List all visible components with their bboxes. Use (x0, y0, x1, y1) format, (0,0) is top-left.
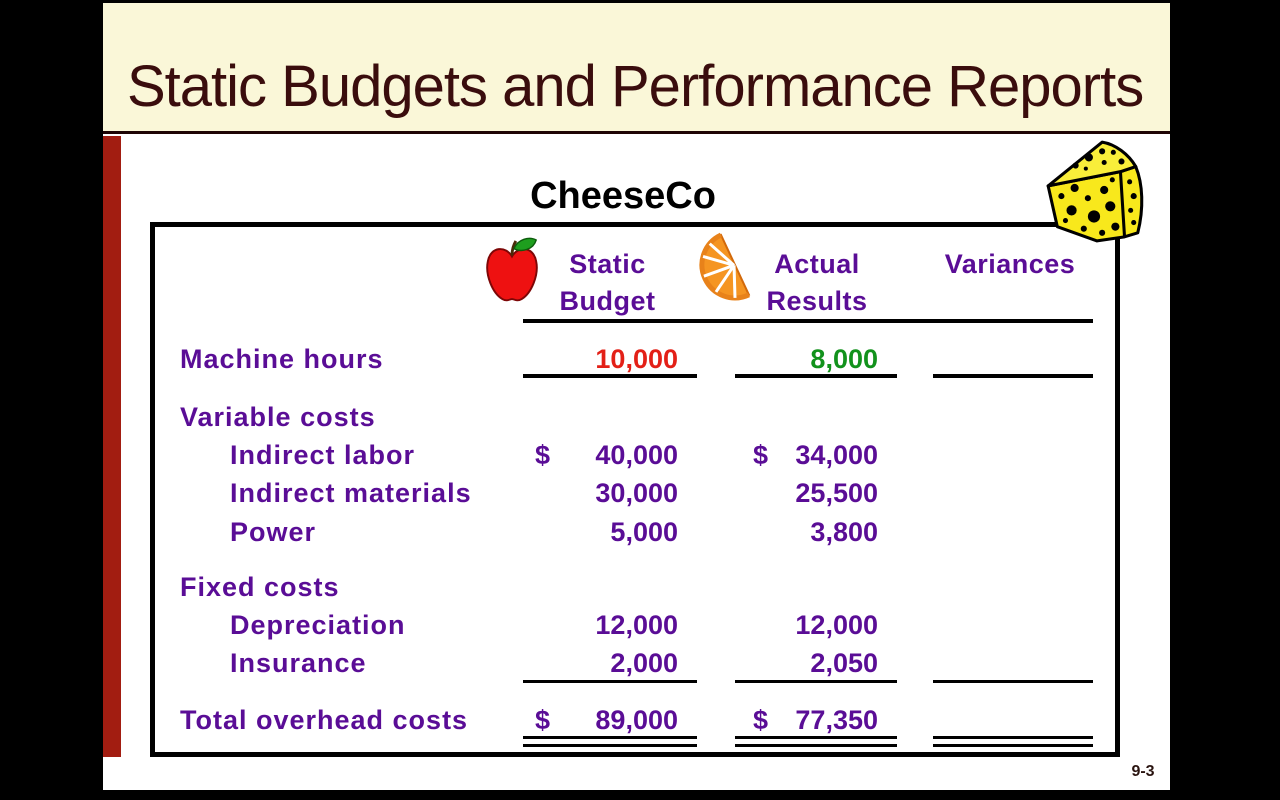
header-actual: Actual (774, 249, 860, 279)
row-label: Indirect materials (230, 478, 472, 508)
budget-cell: 10,000 (595, 344, 678, 374)
table-row-total-overhead: Total overhead costs $89,000 $77,350 (155, 705, 1115, 739)
cheese-wedge-icon (1046, 140, 1144, 243)
table-row-variable-costs: Variable costs (155, 402, 1115, 436)
rule (933, 680, 1093, 683)
rule (735, 680, 897, 683)
double-rule (735, 736, 897, 747)
double-rule (933, 736, 1093, 747)
actual-cell: 25,500 (795, 478, 878, 508)
actual-cell: $34,000 (753, 440, 878, 470)
table-row-indirect-materials: Indirect materials 30,000 25,500 (155, 478, 1115, 512)
budget-cell: 12,000 (595, 610, 678, 640)
orange-slice-icon (699, 232, 751, 301)
budget-cell: $89,000 (535, 705, 678, 735)
title-band: Static Budgets and Performance Reports (103, 3, 1170, 134)
budget-cell: $40,000 (535, 440, 678, 470)
column-header-variances: Variances (915, 246, 1105, 283)
column-header-static-budget: Static Budget (520, 246, 695, 320)
row-label: Variable costs (180, 402, 376, 432)
header-budget: Budget (559, 286, 656, 316)
actual-cell: 8,000 (810, 344, 878, 374)
header-results: Results (766, 286, 868, 316)
actual-cell: 3,800 (810, 517, 878, 547)
table-row-fixed-costs: Fixed costs (155, 572, 1115, 606)
double-rule (523, 736, 697, 747)
budget-cell: 30,000 (595, 478, 678, 508)
actual-cell: 2,050 (810, 648, 878, 678)
row-label: Fixed costs (180, 572, 340, 602)
budget-cell: 5,000 (610, 517, 678, 547)
apple-icon (486, 237, 538, 302)
table-row-power: Power 5,000 3,800 (155, 517, 1115, 551)
actual-cell: 12,000 (795, 610, 878, 640)
slide: Static Budgets and Performance Reports C… (103, 3, 1170, 790)
row-label: Total overhead costs (180, 705, 469, 735)
header-underline (523, 319, 1093, 323)
header-variances: Variances (944, 249, 1076, 279)
row-label: Machine hours (180, 344, 384, 374)
rule (933, 374, 1093, 378)
slide-title: Static Budgets and Performance Reports (127, 54, 1144, 119)
table-row-insurance: Insurance 2,000 2,050 (155, 648, 1115, 682)
header-static: Static (569, 249, 646, 279)
table-row-depreciation: Depreciation 12,000 12,000 (155, 610, 1115, 644)
row-label: Depreciation (230, 610, 406, 640)
row-label: Insurance (230, 648, 367, 678)
rule (523, 680, 697, 683)
actual-cell: $77,350 (753, 705, 878, 735)
table-row-machine-hours: Machine hours 10,000 8,000 (155, 344, 1115, 378)
rule (523, 374, 697, 378)
slide-number: 9-3 (1131, 763, 1155, 780)
column-header-actual-results: Actual Results (737, 246, 897, 320)
accent-bar (103, 136, 121, 757)
budget-table: Static Budget Actual Results Variances M… (150, 222, 1120, 757)
company-name: CheeseCo (530, 175, 716, 217)
row-label: Power (230, 517, 317, 547)
rule (735, 374, 897, 378)
budget-cell: 2,000 (610, 648, 678, 678)
row-label: Indirect labor (230, 440, 416, 470)
table-row-indirect-labor: Indirect labor $40,000 $34,000 (155, 440, 1115, 474)
